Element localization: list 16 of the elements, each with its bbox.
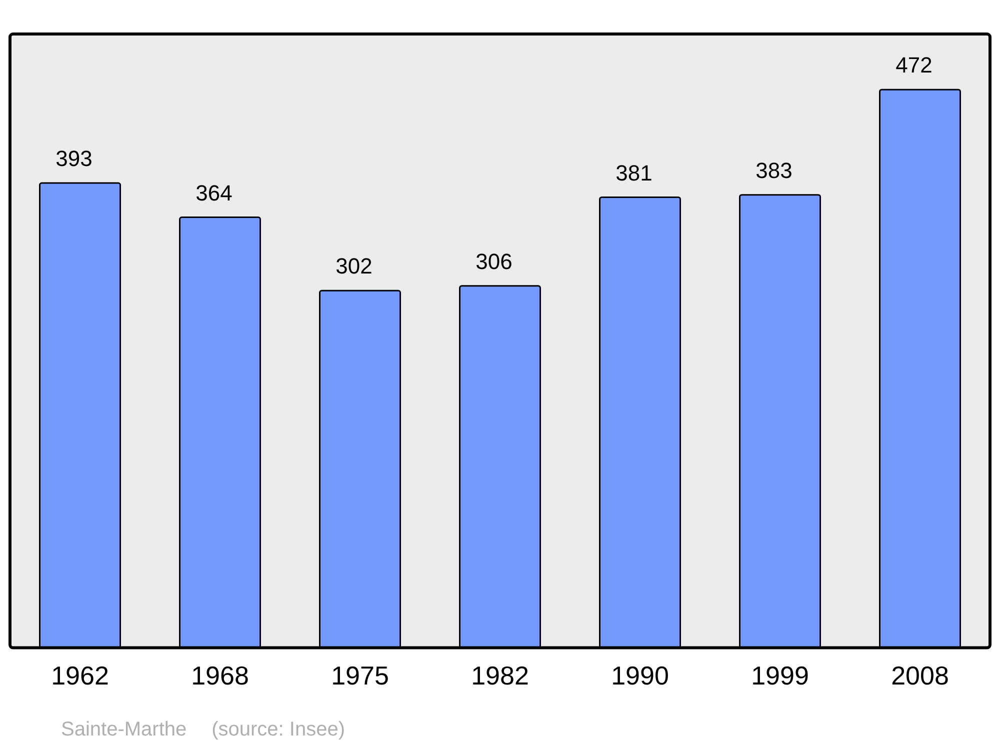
data-label: 364 — [196, 180, 232, 206]
x-tick-label: 1975 — [331, 660, 389, 691]
data-label: 302 — [336, 254, 372, 279]
data-label: 383 — [756, 158, 792, 183]
x-tick-label: 2008 — [891, 660, 949, 691]
text: Sainte-Marthe — [61, 718, 187, 741]
data-label: 472 — [896, 52, 932, 78]
x-tick-label: 1962 — [51, 660, 109, 691]
data-label: 381 — [616, 160, 652, 186]
text: (source: Insee) — [212, 718, 346, 741]
data-label: 393 — [56, 146, 92, 172]
x-tick-label: 1999 — [751, 660, 809, 691]
x-tick-label: 1990 — [611, 660, 669, 691]
x-tick-label: 1982 — [471, 660, 529, 691]
x-tick-label: 1968 — [191, 660, 249, 691]
data-label: 306 — [476, 248, 512, 274]
